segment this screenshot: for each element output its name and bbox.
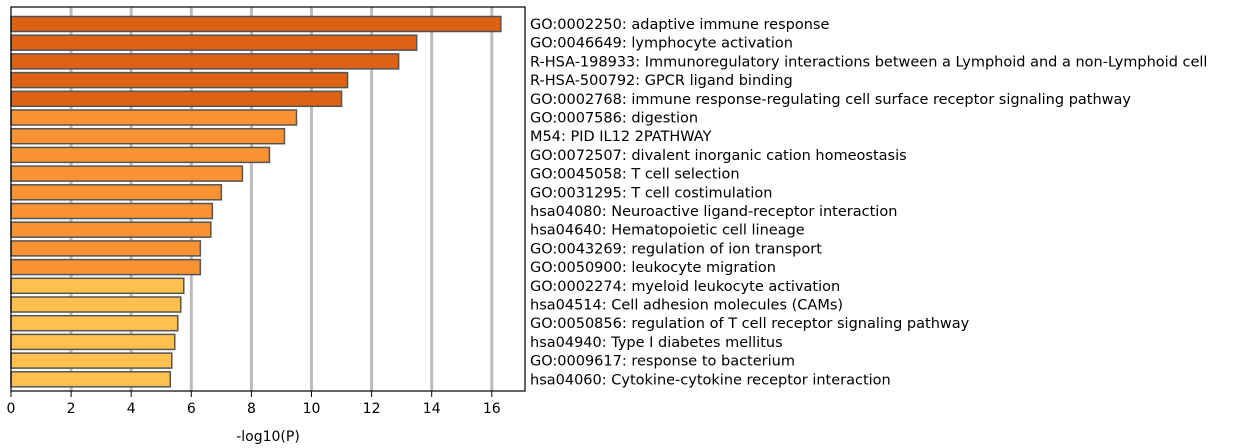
bar-20	[10, 371, 172, 388]
category-label-10: GO:0031295: T cell costimulation	[530, 185, 773, 201]
x-tick-label-6: 6	[187, 401, 196, 417]
category-label-17: GO:0050856: regulation of T cell recepto…	[530, 316, 970, 332]
bar-18	[10, 333, 176, 351]
x-tick-label-12: 12	[363, 401, 381, 417]
bar-8	[10, 146, 271, 164]
category-label-6: GO:0007586: digestion	[530, 111, 698, 127]
category-label-2: GO:0046649: lymphocyte activation	[530, 36, 793, 52]
bar-3	[10, 53, 400, 70]
category-label-1: GO:0002250: adaptive immune response	[530, 17, 829, 33]
category-label-15: GO:0002274: myeloid leukocyte activation	[530, 279, 840, 295]
category-label-3: R-HSA-198933: Immunoregulatory interacti…	[530, 54, 1207, 70]
bar-7	[10, 127, 286, 145]
x-tick-label-8: 8	[247, 401, 256, 417]
category-label-13: GO:0043269: regulation of ion transport	[530, 241, 822, 257]
x-tick-label-0: 0	[7, 401, 16, 417]
bar-19	[10, 352, 173, 369]
category-label-9: GO:0045058: T cell selection	[530, 167, 740, 183]
x-tick-label-14: 14	[423, 401, 441, 417]
category-label-5: GO:0002768: immune response-regulating c…	[530, 92, 1131, 108]
bar-5	[10, 90, 343, 108]
bar-1	[10, 15, 502, 33]
x-tick-label-4: 4	[127, 401, 136, 417]
bar-10	[10, 184, 223, 201]
bar-9	[10, 165, 244, 182]
bar-17	[10, 314, 179, 332]
category-label-11: hsa04080: Neuroactive ligand-receptor in…	[530, 204, 897, 220]
category-label-7: M54: PID IL12 2PATHWAY	[530, 129, 712, 145]
bar-14	[10, 258, 202, 276]
x-tick-label-2: 2	[67, 401, 76, 417]
x-tick-label-16: 16	[483, 401, 501, 417]
x-tick-label-10: 10	[303, 401, 321, 417]
category-label-18: hsa04940: Type I diabetes mellitus	[530, 335, 783, 351]
x-axis: 0 2 4 6 8 10 12 14 16	[7, 6, 526, 417]
bar-13	[10, 240, 202, 257]
category-label-12: hsa04640: Hematopoietic cell lineage	[530, 223, 805, 239]
category-label-16: hsa04514: Cell adhesion molecules (CAMs)	[530, 298, 843, 314]
plot-frame	[10, 6, 526, 392]
category-labels: GO:0002250: adaptive immune response GO:0…	[530, 17, 1207, 388]
bar-16	[10, 296, 182, 313]
bar-11	[10, 202, 214, 220]
category-label-20: hsa04060: Cytokine-cytokine receptor int…	[530, 372, 891, 388]
bar-15	[10, 277, 185, 295]
bar-4	[10, 71, 349, 89]
category-label-14: GO:0050900: leukocyte migration	[530, 260, 776, 276]
bars	[10, 15, 502, 388]
x-axis-title: -log10(P)	[236, 429, 300, 445]
category-label-4: R-HSA-500792: GPCR ligand binding	[530, 73, 793, 89]
category-label-19: GO:0009617: response to bacterium	[530, 354, 795, 370]
category-label-8: GO:0072507: divalent inorganic cation ho…	[530, 148, 907, 164]
bar-12	[10, 221, 212, 238]
bar-6	[10, 109, 298, 126]
bar-2	[10, 34, 418, 51]
